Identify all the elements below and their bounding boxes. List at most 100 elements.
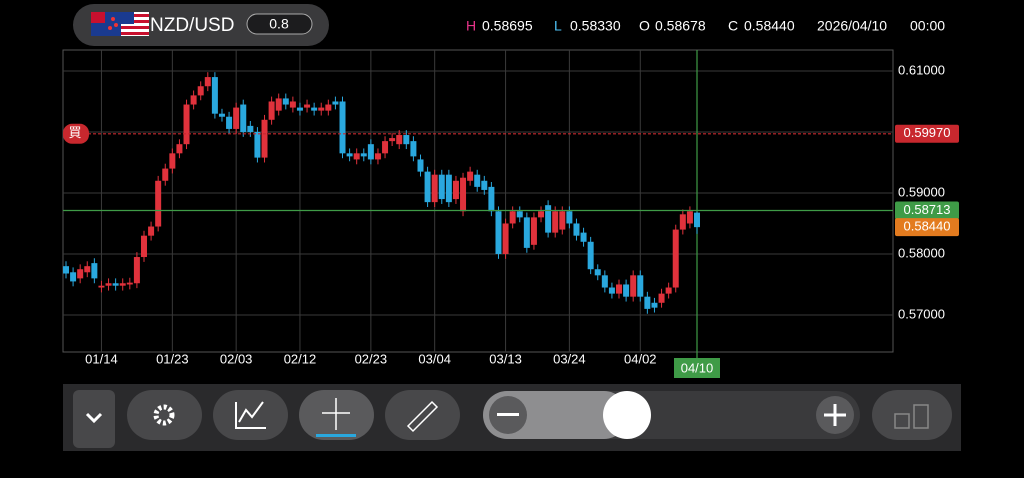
ohlc-readout: H 0.58695 L 0.58330 O 0.58678 C 0.58440 [466, 18, 795, 34]
candle-body [389, 138, 396, 142]
candle-body [608, 287, 615, 294]
candle-body [346, 153, 353, 157]
candle-body [98, 285, 105, 288]
candle-body [247, 125, 254, 132]
price-tag-label: 0.59970 [904, 125, 951, 140]
candle-body [523, 217, 530, 248]
move-icon [322, 398, 350, 430]
candle-body [580, 232, 587, 242]
candle-body [84, 266, 91, 273]
candle-body [233, 107, 240, 129]
candle-body [91, 263, 98, 279]
layout-button[interactable] [872, 390, 952, 440]
candle-body [424, 171, 431, 203]
candle-body [226, 116, 233, 129]
gear-hole [161, 412, 167, 418]
candle-body [545, 205, 552, 233]
y-tick-label: 0.61000 [898, 62, 945, 77]
price-tag [895, 124, 959, 143]
minus-icon [497, 413, 519, 416]
candle-body [665, 287, 672, 294]
candle-body [488, 186, 495, 212]
candle-body [672, 229, 679, 288]
candle-body [651, 302, 658, 308]
candle-body [133, 257, 140, 284]
crosshair-date-box [674, 358, 720, 378]
candle-body [105, 283, 112, 286]
price-tag-label: 0.58440 [904, 219, 951, 234]
candle-body [254, 131, 261, 158]
y-tick-label: 0.58000 [898, 245, 945, 260]
price-tag-label: 0.58713 [904, 202, 951, 217]
zoom-thumb[interactable] [603, 391, 651, 439]
candle-body [240, 104, 247, 132]
ohlc-key: L [554, 18, 562, 34]
candle-body [183, 104, 190, 145]
candle-body [403, 135, 410, 145]
candle-body [197, 86, 204, 96]
layout-icon [894, 413, 910, 429]
candle-body [552, 211, 559, 233]
candle-body [452, 180, 459, 200]
layout-icon-2 [913, 404, 929, 429]
candle-body [275, 98, 282, 111]
candle-body [148, 226, 155, 236]
chevron-icon [85, 412, 103, 424]
candle-body [169, 153, 176, 169]
candle-body [261, 119, 268, 158]
candle-body [211, 77, 218, 114]
candle-body [190, 95, 197, 105]
candle-body [644, 296, 651, 309]
draw-button[interactable] [385, 390, 460, 440]
candle-body [637, 275, 644, 297]
candle-body [438, 174, 445, 200]
candle-body [658, 293, 665, 303]
candle-body [289, 101, 296, 108]
ohlc-key: H [466, 18, 476, 34]
candle-body [318, 107, 325, 111]
candle-body [445, 174, 452, 203]
candle-body [417, 159, 424, 172]
x-tick-label: 02/12 [284, 351, 317, 366]
candle-body [126, 282, 133, 285]
us-flag [121, 12, 149, 36]
y-tick-label: 0.59000 [898, 184, 945, 199]
candle-body [155, 180, 162, 227]
plus-icon [824, 404, 846, 426]
ohlc-value: 0.58678 [655, 18, 706, 34]
time: 00:00 [910, 18, 945, 34]
candle-body [204, 77, 211, 87]
candle-body [382, 141, 389, 154]
candle-body [339, 101, 346, 154]
candle-body [304, 104, 311, 108]
candle-body [630, 275, 637, 297]
nz-flag [91, 12, 121, 36]
symbol: NZD/USD [150, 15, 234, 36]
candle-body [296, 107, 303, 111]
candle-body [119, 283, 126, 286]
lot: 0.8 [269, 16, 289, 32]
gear-icon [153, 404, 175, 426]
candle-body [311, 107, 318, 111]
candle-body [77, 269, 84, 279]
x-tick-label: 03/04 [418, 351, 451, 366]
candle-body [268, 101, 275, 120]
candle-body [410, 141, 417, 157]
candle-body [587, 241, 594, 270]
candle-body [530, 217, 537, 245]
candle-body [353, 153, 360, 160]
candle-body [460, 177, 467, 212]
candle-body [374, 153, 381, 160]
x-tick-label: 02/03 [220, 351, 253, 366]
candle-body [509, 211, 516, 224]
ohlc-value: 0.58330 [570, 18, 621, 34]
candle-body [474, 174, 481, 187]
lot-field[interactable] [246, 13, 313, 35]
candle-body [538, 211, 545, 218]
ohlc-value: 0.58695 [482, 18, 533, 34]
position-tag [63, 123, 89, 144]
candle-body [112, 283, 119, 286]
ohlc-key: C [728, 18, 738, 34]
candle-body [360, 153, 367, 157]
